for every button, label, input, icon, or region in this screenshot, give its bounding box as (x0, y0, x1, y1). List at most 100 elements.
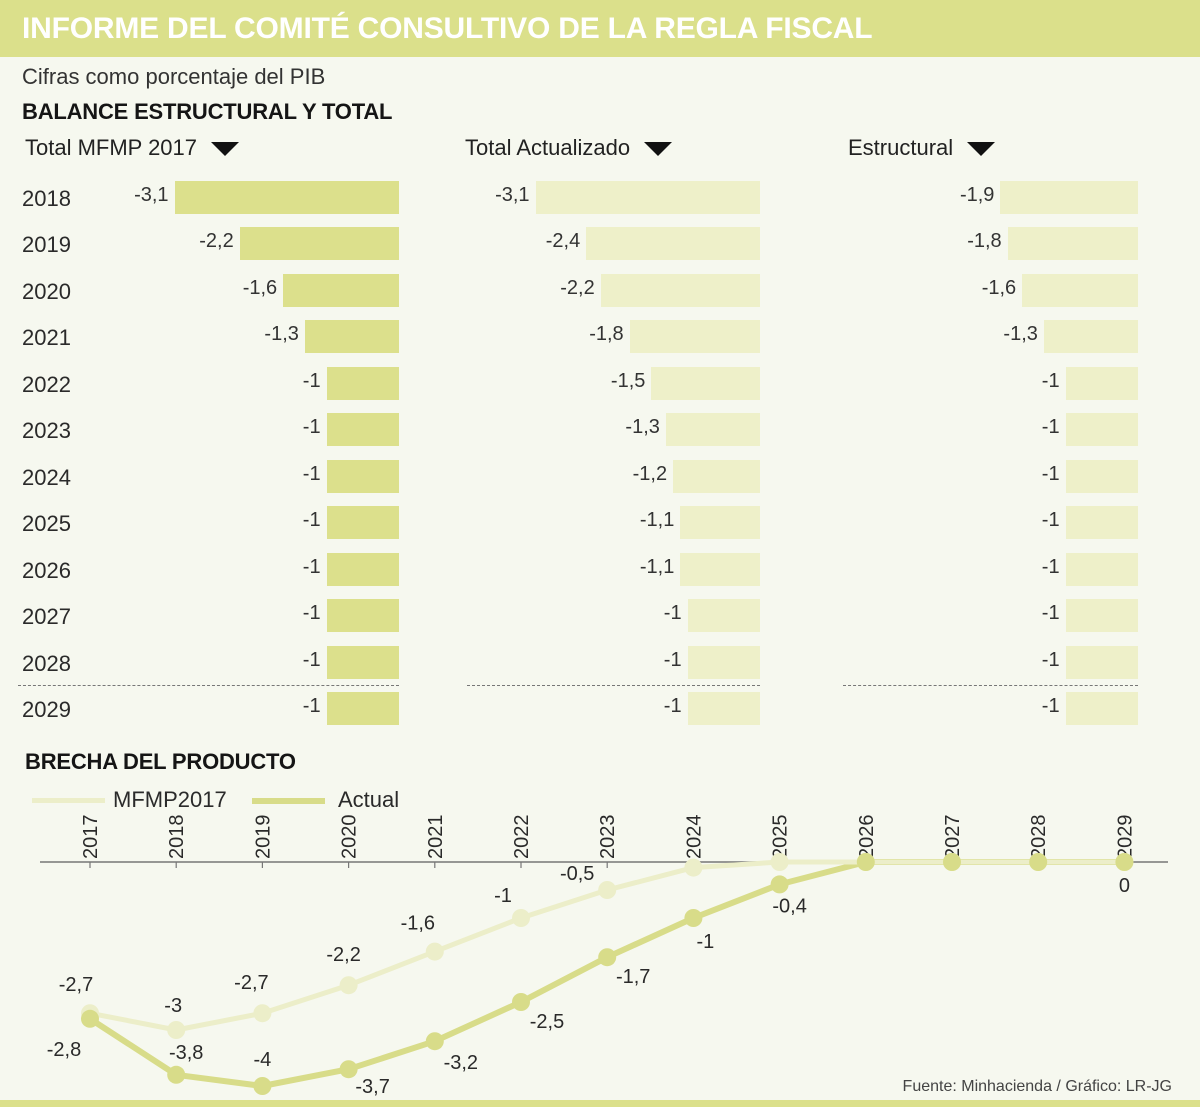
bar-value-label: -1,3 (1003, 323, 1038, 346)
bar-value-label: -2,4 (545, 230, 581, 253)
data-label-mfmp2017: -3 (164, 995, 182, 1017)
column-header-label: Total MFMP 2017 (25, 135, 198, 160)
bar (680, 506, 760, 540)
data-label-actual: -3,8 (169, 1042, 203, 1064)
bar (326, 459, 399, 493)
separator-dashed-line (18, 685, 399, 686)
data-point-actual (598, 948, 617, 967)
bottom-band (0, 1100, 1200, 1107)
data-label-mfmp2017: -2,7 (59, 974, 93, 996)
x-tick-label: 2025 (770, 815, 792, 860)
bar (326, 366, 399, 400)
bar-value-label: -1 (302, 509, 321, 532)
data-point-mfmp2017 (339, 976, 358, 995)
bar (326, 691, 399, 725)
bar-value-label: -1 (1041, 694, 1060, 717)
bar-value-label: -1,8 (967, 230, 1002, 253)
bar (1065, 691, 1138, 725)
column-header-total-actualizado: Total Actualizado (465, 135, 673, 161)
data-point-mfmp2017 (425, 942, 444, 961)
bar-value-label: -1,1 (639, 509, 675, 532)
data-point-actual (253, 1077, 272, 1095)
data-label-actual: -2,8 (47, 1039, 81, 1061)
bar-value-label: -1 (302, 648, 321, 671)
legend-swatch-actual (252, 798, 325, 804)
x-tick-label: 2021 (425, 815, 447, 860)
bar (326, 645, 399, 679)
bar-value-label: -1 (1041, 602, 1060, 625)
caret-down-icon (211, 142, 240, 156)
bar (687, 599, 760, 633)
data-point-actual (167, 1065, 186, 1084)
column-header-estructural: Estructural (848, 135, 996, 161)
data-point-mfmp2017 (253, 1004, 272, 1023)
separator-dashed-line (843, 685, 1138, 686)
bar-value-label: -1 (1041, 509, 1060, 532)
bar (687, 645, 760, 679)
bar-value-label: -2,2 (560, 276, 595, 299)
column-header-label: Total Actualizado (465, 135, 631, 160)
data-label-actual: 0 (1119, 875, 1130, 897)
data-point-mfmp2017 (770, 853, 789, 871)
caret-down-icon (644, 142, 673, 156)
bar (1065, 645, 1138, 679)
bar (651, 366, 760, 400)
data-label-actual: -2,5 (530, 1011, 564, 1033)
bar-value-label: -1,5 (610, 369, 646, 392)
bar-value-label: -1,9 (959, 184, 995, 206)
bar-value-label: -2,2 (199, 230, 234, 253)
bar (1007, 227, 1138, 261)
x-tick-label: 2022 (511, 815, 533, 860)
data-point-actual (1029, 853, 1048, 871)
legend-swatch-mfmp2017 (32, 798, 105, 803)
bar (586, 227, 760, 261)
bar-chart-title: BALANCE ESTRUCTURAL Y TOTAL (22, 99, 393, 124)
data-label-actual: -0,4 (772, 895, 806, 917)
data-label-mfmp2017: -2,2 (326, 944, 360, 966)
bar (687, 691, 760, 725)
bar-year-label: 2026 (22, 557, 71, 583)
column-header-total-mfmp-2017: Total MFMP 2017 (25, 135, 240, 161)
bar-value-label: -3,1 (134, 184, 169, 206)
data-point-actual (684, 909, 703, 927)
page-title: INFORME DEL COMITÉ CONSULTIVO DE LA REGL… (22, 12, 873, 45)
bar-value-label: -1,8 (589, 323, 624, 346)
data-label-actual: -3,7 (355, 1076, 389, 1098)
bar (1065, 459, 1138, 493)
bar-year-label: 2020 (22, 278, 71, 304)
bar (326, 413, 399, 447)
bar (283, 273, 399, 307)
bar-year-label: 2021 (22, 325, 71, 351)
bar-year-label: 2024 (22, 464, 71, 490)
bar (1022, 273, 1138, 307)
data-point-actual (770, 875, 789, 894)
bar (665, 413, 760, 447)
data-point-mfmp2017 (512, 909, 530, 927)
bar-value-label: -1 (302, 416, 321, 439)
data-label-mfmp2017: -1,6 (401, 913, 435, 935)
bar-value-label: -1 (302, 555, 321, 578)
data-label-mfmp2017: -0,5 (560, 863, 594, 885)
x-tick-label: 2017 (80, 815, 102, 860)
bar (1065, 366, 1138, 400)
bar (1065, 413, 1138, 447)
bar-value-label: -1 (1041, 648, 1060, 671)
bar (326, 552, 399, 586)
bar-value-label: -1,3 (264, 323, 299, 346)
bar-value-label: -1,2 (632, 462, 668, 485)
x-tick-label: 2027 (942, 815, 964, 860)
column-header-label: Estructural (848, 135, 954, 160)
data-point-actual (512, 993, 530, 1011)
bar-value-label: -1 (302, 369, 321, 392)
data-point-actual (81, 1009, 99, 1028)
separator-dashed-line (467, 685, 760, 686)
bar-year-label: 2029 (22, 696, 71, 722)
bar (326, 506, 399, 540)
bar (673, 459, 760, 493)
bar (680, 552, 760, 586)
bar-value-label: -1 (1041, 555, 1060, 578)
data-label-mfmp2017: -1 (494, 885, 512, 907)
x-tick-label: 2018 (166, 815, 188, 860)
bar-value-label: -1 (663, 648, 682, 671)
